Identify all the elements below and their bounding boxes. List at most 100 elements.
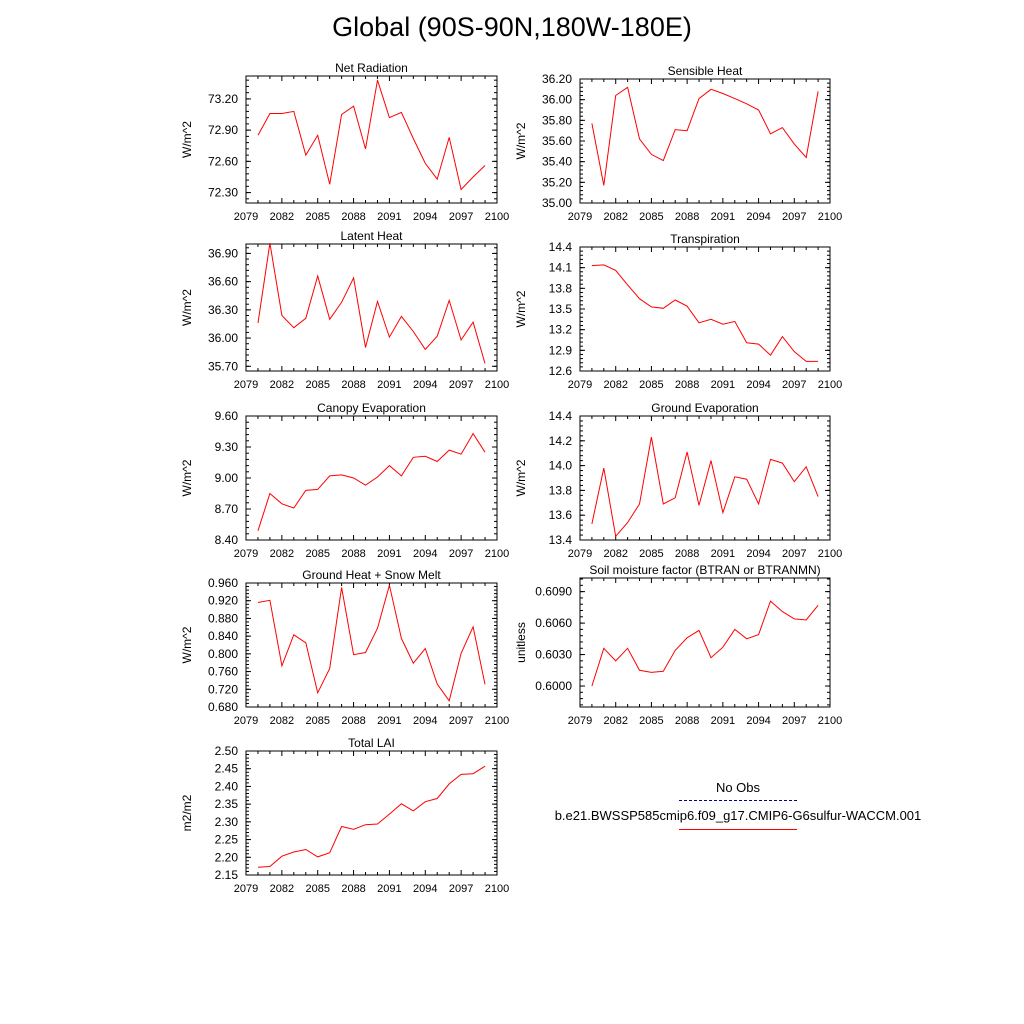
y-tick-label: 2.20: [215, 850, 239, 864]
x-tick-label: 2088: [341, 715, 365, 727]
series-line: [257, 585, 486, 702]
y-tick-label: 0.760: [208, 665, 238, 679]
x-tick-label: 2085: [305, 883, 329, 895]
y-tick-label: 12.9: [549, 343, 573, 357]
y-tick-label: 35.40: [542, 155, 572, 169]
x-tick-label: 2097: [782, 379, 806, 391]
y-tick-label: 2.30: [215, 815, 239, 829]
x-tick-label: 2082: [603, 211, 627, 223]
x-tick-label: 2097: [449, 715, 473, 727]
x-tick-label: 2085: [305, 379, 329, 391]
legend-model-line: [679, 829, 797, 830]
y-tick-label: 35.60: [542, 134, 572, 148]
panel-title: Net Radiation: [335, 61, 408, 75]
x-tick-label: 2094: [746, 211, 770, 223]
x-tick-label: 2088: [341, 883, 365, 895]
x-tick-label: 2097: [449, 548, 473, 560]
x-tick-label: 2100: [818, 211, 842, 223]
y-tick-label: 8.70: [215, 502, 239, 516]
x-tick-label: 2088: [341, 548, 365, 560]
legend-model-label: b.e21.BWSSP585cmip6.f09_g17.CMIP6-G6sulf…: [554, 808, 922, 823]
plot-frame: [245, 75, 498, 204]
x-tick-label: 2097: [449, 211, 473, 223]
y-tick-label: 9.00: [215, 471, 239, 485]
x-tick-label: 2088: [341, 379, 365, 391]
y-tick-label: 13.2: [549, 323, 573, 337]
y-tick-label: 2.45: [215, 762, 239, 776]
x-tick-label: 2091: [377, 548, 401, 560]
y-tick-label: 8.40: [215, 533, 239, 547]
series-line: [257, 432, 486, 531]
x-tick-label: 2088: [675, 715, 699, 727]
y-axis-label: W/m^2: [180, 459, 194, 496]
x-tick-label: 2094: [746, 379, 770, 391]
y-tick-label: 14.4: [549, 409, 573, 423]
plot-frame: [579, 246, 831, 372]
y-tick-label: 0.840: [208, 629, 238, 643]
y-axis-label: W/m^2: [180, 626, 194, 663]
x-tick-label: 2091: [711, 379, 735, 391]
x-tick-label: 2091: [377, 211, 401, 223]
x-tick-label: 2094: [413, 715, 437, 727]
x-tick-label: 2082: [603, 715, 627, 727]
x-tick-label: 2097: [782, 548, 806, 560]
y-tick-label: 9.30: [215, 440, 239, 454]
x-tick-label: 2079: [234, 883, 258, 895]
y-tick-label: 35.80: [542, 113, 572, 127]
y-tick-label: 13.5: [549, 302, 573, 316]
x-tick-label: 2100: [485, 883, 509, 895]
y-tick-label: 14.2: [549, 434, 573, 448]
series-line: [591, 264, 819, 362]
x-tick-label: 2100: [818, 379, 842, 391]
x-tick-label: 2085: [639, 211, 663, 223]
y-axis-label: W/m^2: [514, 459, 528, 496]
y-axis-label: m2/m2: [180, 794, 194, 831]
y-tick-label: 0.6060: [535, 616, 572, 630]
y-tick-label: 0.6030: [535, 648, 572, 662]
x-tick-label: 2082: [603, 548, 627, 560]
plot-frame: [245, 750, 498, 876]
x-tick-label: 2079: [234, 211, 258, 223]
x-tick-label: 2085: [639, 379, 663, 391]
x-tick-label: 2085: [305, 211, 329, 223]
y-tick-label: 13.4: [549, 533, 573, 547]
plot-frame: [245, 243, 498, 372]
x-tick-label: 2091: [711, 211, 735, 223]
y-tick-label: 0.720: [208, 682, 238, 696]
x-tick-label: 2079: [234, 379, 258, 391]
x-tick-label: 2097: [449, 883, 473, 895]
panel-title: Soil moisture factor (BTRAN or BTRANMN): [589, 563, 820, 577]
y-tick-label: 72.60: [208, 154, 238, 168]
plot-frame: [245, 415, 498, 541]
x-tick-label: 2079: [234, 715, 258, 727]
y-tick-label: 2.35: [215, 797, 239, 811]
y-tick-label: 36.90: [208, 246, 238, 260]
x-tick-label: 2085: [639, 548, 663, 560]
panel-title: Ground Evaporation: [651, 401, 758, 415]
panel-title: Total LAI: [348, 736, 395, 750]
y-axis-label: W/m^2: [180, 121, 194, 158]
y-tick-label: 72.30: [208, 186, 238, 200]
y-tick-label: 2.40: [215, 779, 239, 793]
x-tick-label: 2097: [449, 379, 473, 391]
x-tick-label: 2100: [485, 715, 509, 727]
legend-obs-label: No Obs: [715, 780, 761, 795]
series-line: [257, 243, 486, 364]
y-axis-label: W/m^2: [514, 290, 528, 327]
series-line: [591, 86, 819, 186]
x-tick-label: 2088: [341, 211, 365, 223]
x-tick-label: 2091: [711, 548, 735, 560]
x-tick-label: 2085: [305, 548, 329, 560]
y-tick-label: 35.00: [542, 196, 572, 210]
x-tick-label: 2100: [818, 548, 842, 560]
plot-frame: [579, 415, 831, 541]
x-tick-label: 2094: [413, 883, 437, 895]
x-tick-label: 2082: [270, 211, 294, 223]
panel-title: Canopy Evaporation: [317, 401, 426, 415]
figure-title: Global (90S-90N,180W-180E): [332, 12, 692, 42]
x-tick-label: 2091: [377, 379, 401, 391]
y-tick-label: 36.60: [208, 275, 238, 289]
x-tick-label: 2094: [746, 715, 770, 727]
series-line: [591, 437, 819, 538]
y-tick-label: 0.680: [208, 700, 238, 714]
